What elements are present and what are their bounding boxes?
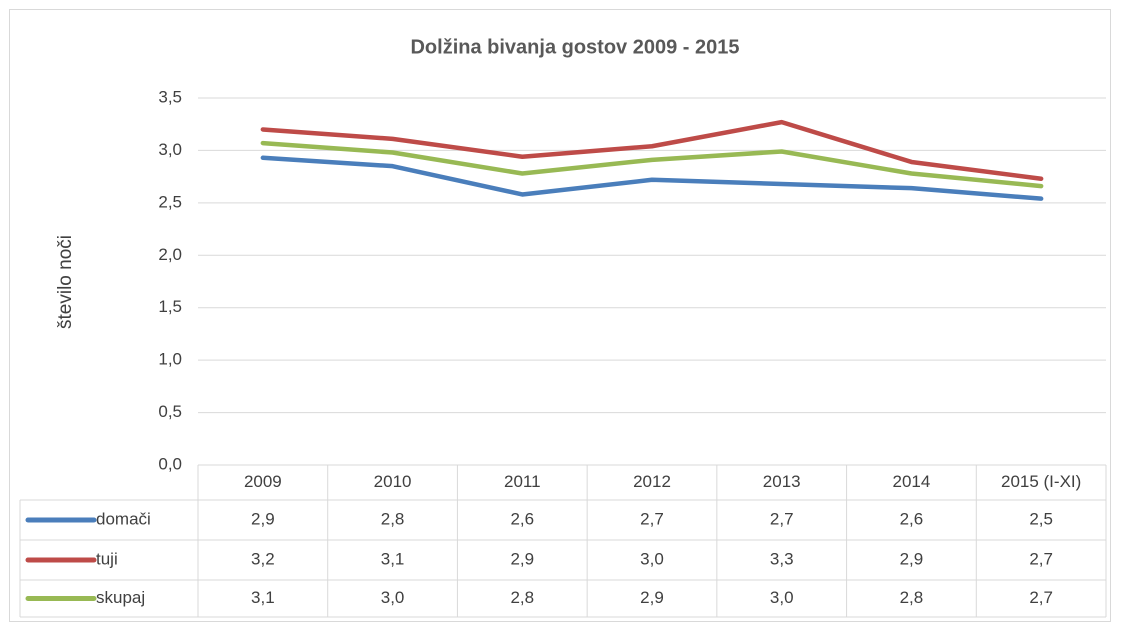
data-label: 2,7 [770, 509, 794, 528]
series-line [260, 119, 1044, 181]
x-tick-label: 2009 [244, 472, 282, 491]
y-tick-label: 1,0 [158, 350, 182, 369]
series-line [260, 140, 1044, 189]
data-label: 2,8 [510, 588, 534, 607]
x-tick-label: 2011 [504, 472, 541, 491]
y-axis-label: število noči [55, 235, 76, 329]
chart-title: Dolžina bivanja gostov 2009 - 2015 [410, 36, 739, 58]
data-label: 2,9 [640, 588, 664, 607]
chart-border [9, 9, 1111, 622]
y-tick-label: 1,5 [158, 297, 182, 316]
data-label: 2,7 [640, 509, 664, 528]
data-label: 3,1 [251, 588, 275, 607]
data-label: 3,0 [640, 549, 664, 568]
y-tick-label: 0,5 [158, 402, 182, 421]
x-tick-label: 2013 [763, 472, 801, 491]
data-label: 2,7 [1029, 588, 1053, 607]
data-label: 2,8 [381, 509, 405, 528]
y-tick-label: 2,5 [158, 192, 182, 211]
series-line [260, 155, 1044, 201]
x-tick-label: 2015 (I-XI) [1001, 472, 1081, 491]
data-label: 3,2 [251, 549, 275, 568]
data-label: 2,9 [900, 549, 924, 568]
data-label: 2,8 [900, 588, 924, 607]
data-label: 2,9 [251, 509, 275, 528]
data-label: 2,7 [1029, 549, 1053, 568]
data-label: 3,0 [770, 588, 794, 607]
data-label: 3,0 [381, 588, 405, 607]
data-label: 2,6 [510, 509, 534, 528]
legend-label: tuji [96, 549, 118, 568]
legend-label: domači [96, 509, 151, 528]
data-label: 2,6 [900, 509, 924, 528]
data-label: 3,1 [381, 549, 405, 568]
y-tick-label: 2,0 [158, 245, 182, 264]
legend-label: skupaj [96, 588, 145, 607]
data-label: 2,5 [1029, 509, 1053, 528]
data-label: 2,9 [510, 549, 534, 568]
x-tick-label: 2010 [374, 472, 412, 491]
y-tick-label: 3,0 [158, 140, 182, 159]
y-tick-label: 0,0 [158, 454, 182, 473]
y-tick-label: 3,5 [158, 87, 182, 106]
x-tick-label: 2012 [633, 472, 671, 491]
x-tick-label: 2014 [893, 472, 931, 491]
data-label: 3,3 [770, 549, 794, 568]
